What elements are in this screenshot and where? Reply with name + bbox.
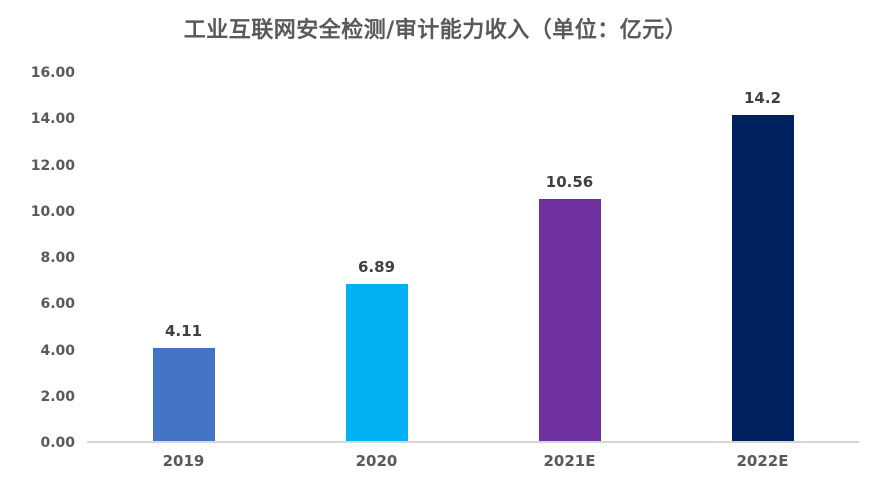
bar-2021E [538, 199, 601, 443]
x-axis-tick-label-2021E: 2021E [543, 452, 596, 470]
y-axis: 0.00 2.00 4.00 6.00 8.00 10.00 12.00 14.00 16.00 [0, 0, 75, 481]
y-axis-tick-label: 10.00 [30, 203, 75, 220]
y-axis-tick-label: 12.00 [30, 157, 75, 174]
value-label-2021E: 10.56 [545, 173, 594, 191]
x-axis-tick-label-2020: 2020 [355, 452, 398, 470]
y-axis-tick-label: 4.00 [40, 342, 75, 359]
y-axis-tick-label: 0.00 [40, 435, 75, 451]
chart-title: 工业互联网安全检测/审计能力收入（单位：亿元） [183, 18, 688, 43]
y-axis-tick-label: 16.00 [30, 65, 75, 81]
value-label-2022E: 14.2 [743, 89, 782, 107]
y-axis-tick-label: 8.00 [40, 250, 75, 266]
bar-2019 [152, 348, 215, 443]
bar-2020 [345, 284, 408, 443]
value-label-2019: 4.11 [164, 322, 203, 340]
x-axis-tick-label-2022E: 2022E [736, 452, 789, 470]
value-label-2020: 6.89 [357, 258, 396, 276]
y-axis-tick-label: 2.00 [40, 388, 75, 405]
x-axis-tick-label-2019: 2019 [162, 452, 205, 470]
x-axis-line [87, 441, 859, 443]
bar-2022E [731, 115, 794, 443]
y-axis-tick-label: 14.00 [30, 111, 75, 128]
y-axis-tick-label: 6.00 [40, 296, 75, 313]
